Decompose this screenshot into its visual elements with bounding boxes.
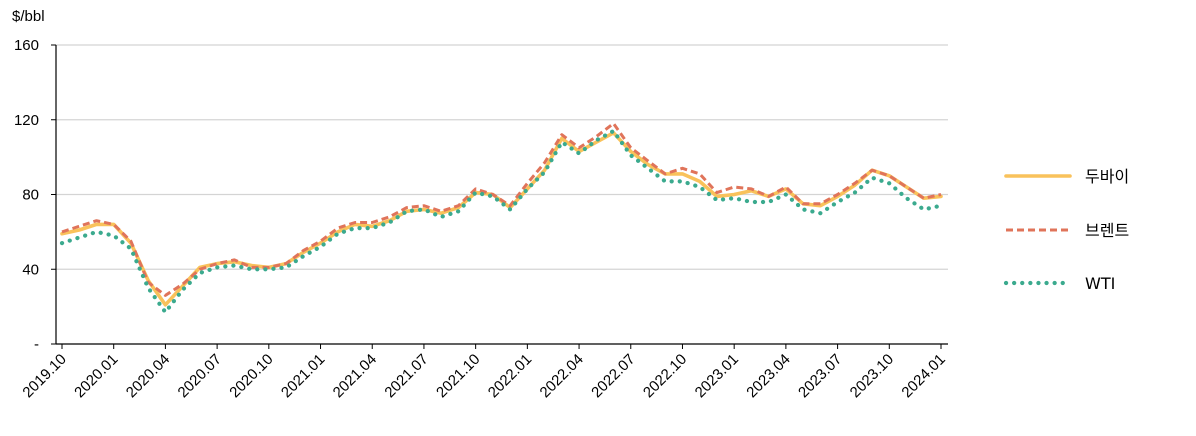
- x-tick-label: 2023.10: [847, 351, 897, 401]
- series-line: [61, 122, 942, 297]
- series-lines: [59, 122, 944, 315]
- x-tick-label: 2024.01: [898, 351, 948, 401]
- x-tick-label: 2022.10: [640, 351, 690, 401]
- x-tick-label: 2021.10: [433, 351, 483, 401]
- x-tick-label: 2022.07: [588, 351, 638, 401]
- y-axis-unit-label: $/bbl: [12, 8, 45, 25]
- x-tick-label: 2020.01: [71, 351, 121, 401]
- x-tick-label: 2021.07: [381, 351, 431, 401]
- x-tick-label: 2019.10: [19, 351, 69, 401]
- y-tick-label: 40: [22, 261, 39, 278]
- axes: [51, 44, 948, 349]
- x-tick-label: 2020.07: [175, 351, 225, 401]
- y-tick-label: 120: [14, 112, 39, 129]
- x-tick-label: 2023.04: [743, 351, 793, 401]
- x-tick-label: 2023.07: [795, 351, 845, 401]
- x-tick-label: 2020.10: [226, 351, 276, 401]
- y-tick-labels: - 40 80 120 160: [14, 37, 39, 353]
- y-tick-label: 160: [14, 37, 39, 54]
- legend-label: 두바이: [1085, 167, 1129, 186]
- x-tick-label: 2022.04: [537, 351, 587, 401]
- x-tick-label: 2022.01: [485, 351, 535, 401]
- y-tick-label: 80: [22, 187, 39, 204]
- x-tick-label: 2021.04: [330, 351, 380, 401]
- legend-label: WTI: [1085, 274, 1115, 293]
- series-line: [60, 131, 943, 307]
- x-tick-label: 2021.01: [278, 351, 328, 401]
- y-tick-label: -: [34, 336, 39, 353]
- legend-label: 브렌트: [1085, 221, 1129, 240]
- x-tick-label: 2023.01: [692, 351, 742, 401]
- gridlines: [56, 44, 948, 270]
- x-tick-label: 2020.04: [123, 351, 173, 401]
- series-line: [59, 128, 944, 315]
- x-tick-labels: 2019.10 2020.01 2020.04 2020.07 2020.10 2021.…: [19, 351, 948, 401]
